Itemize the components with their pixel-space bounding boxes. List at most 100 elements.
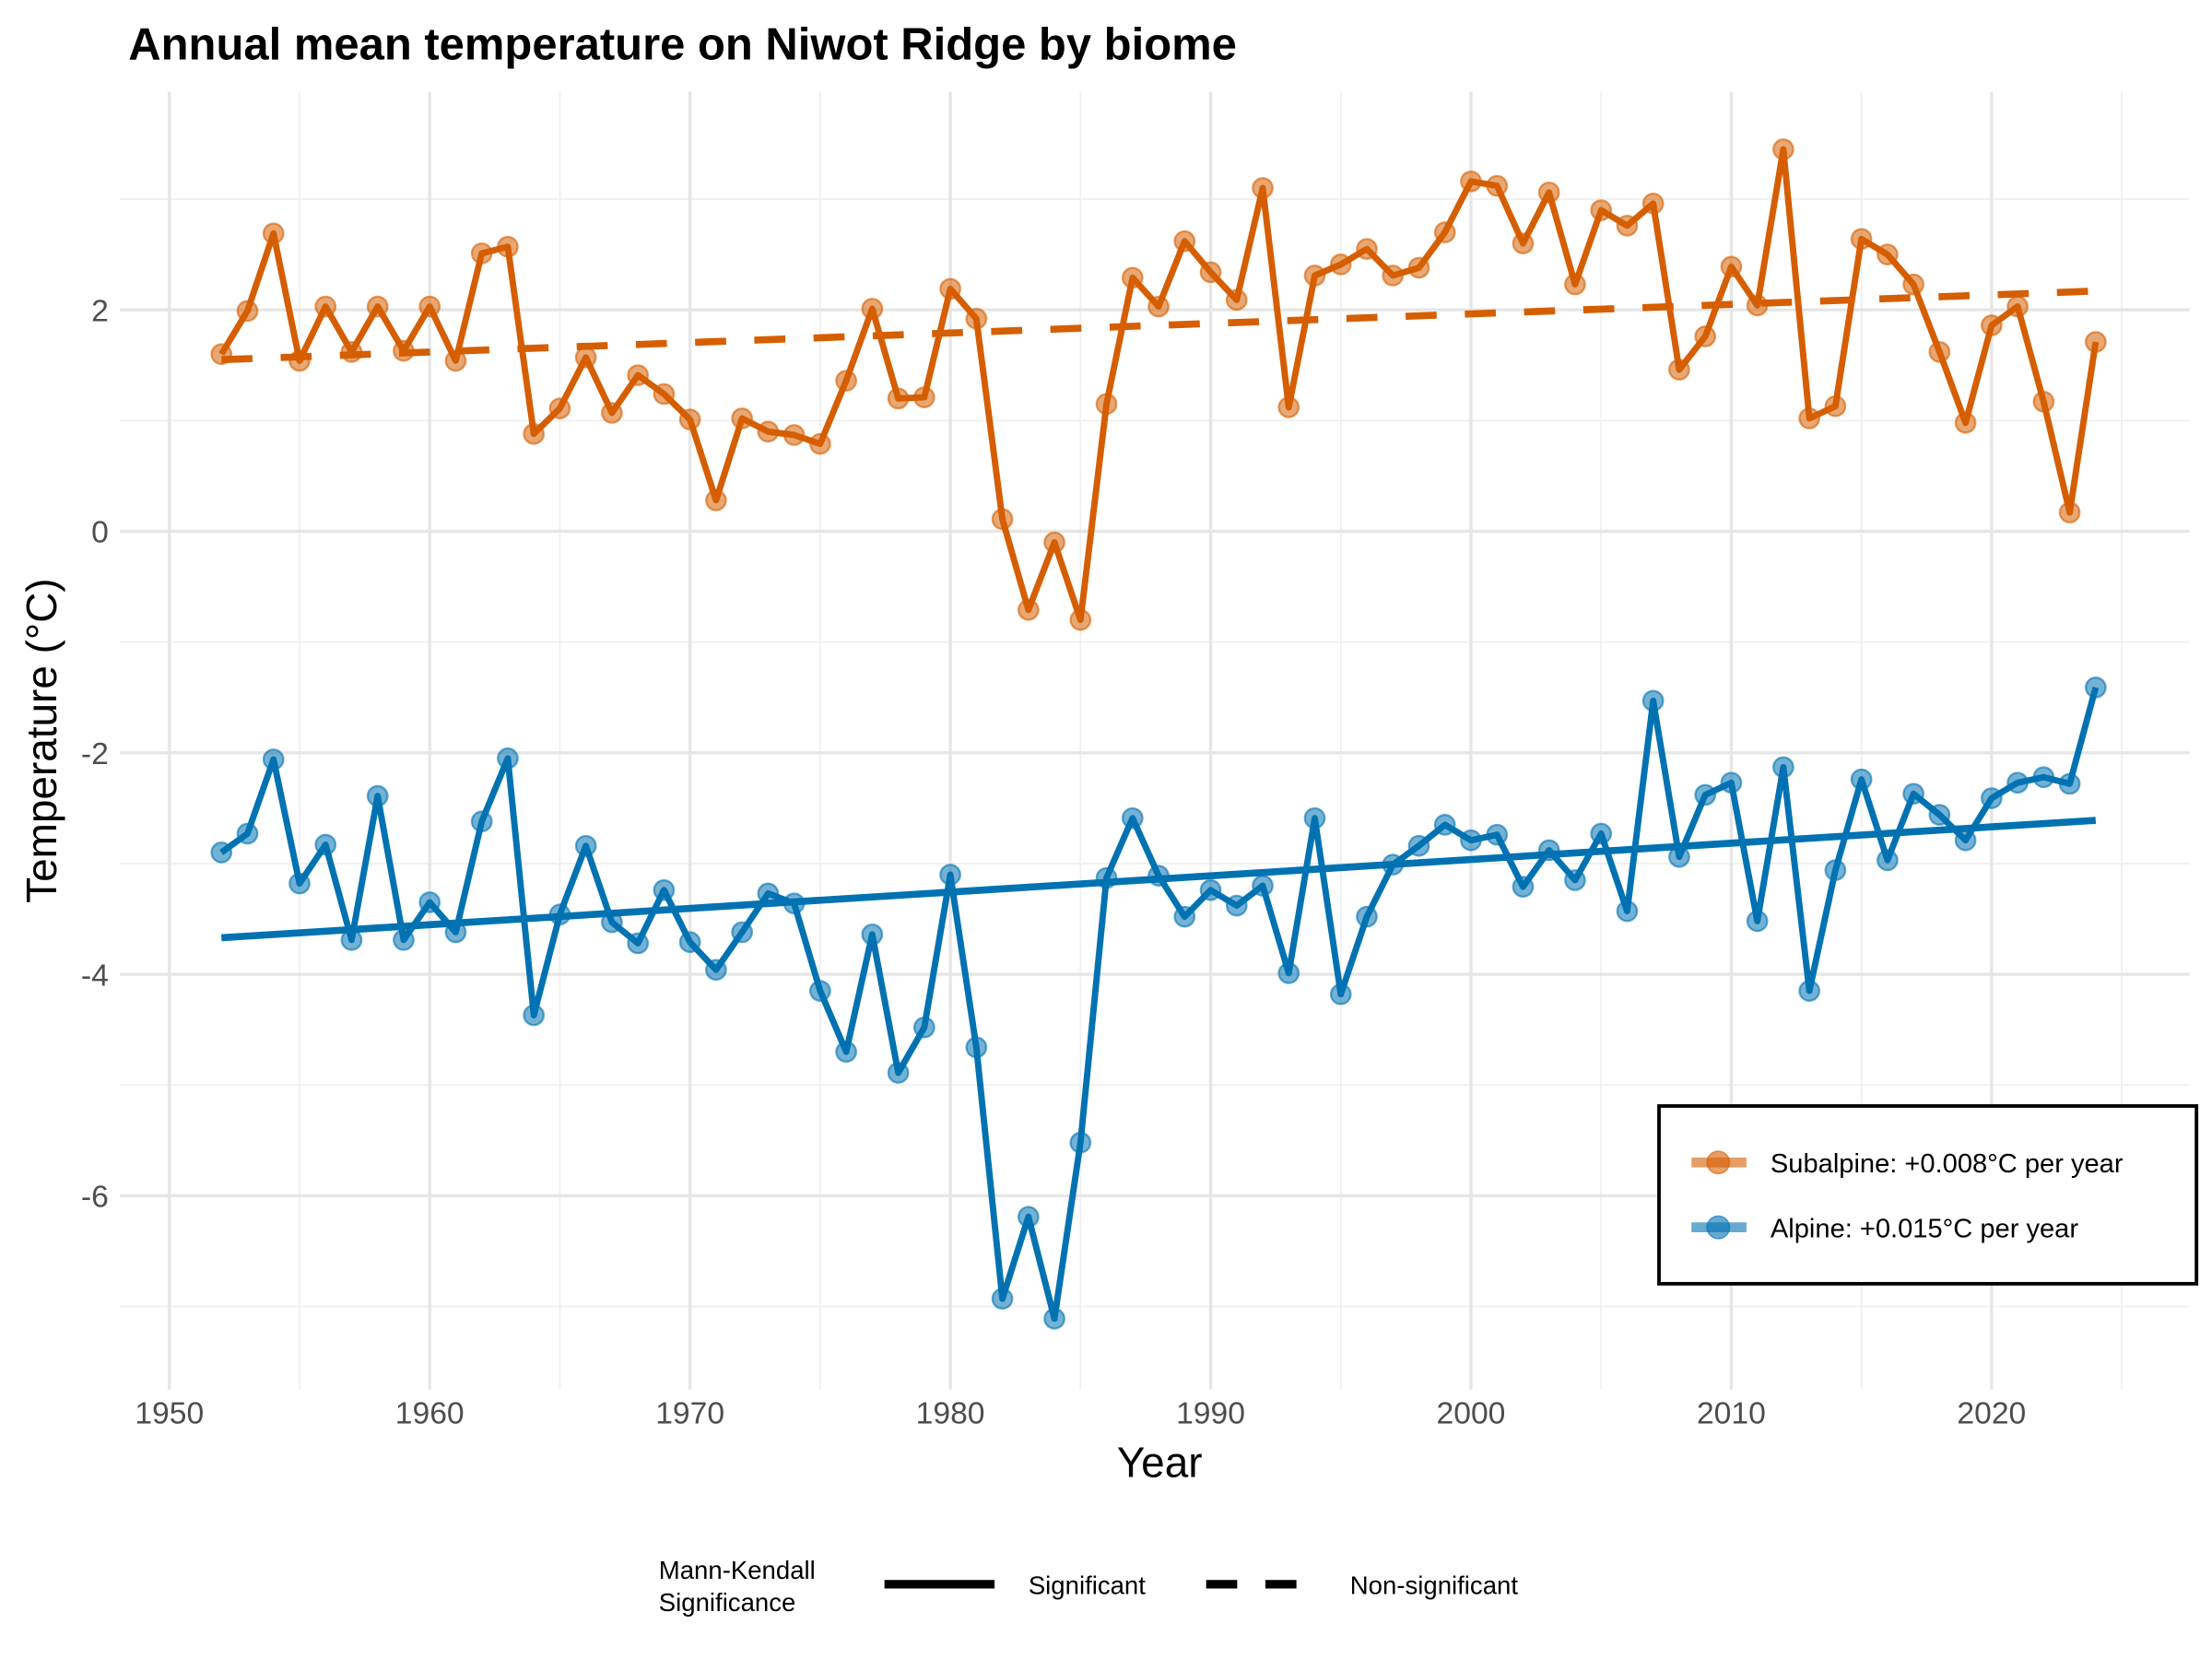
alpine-data-point — [887, 1062, 910, 1084]
subalpine-data-point — [2006, 295, 2029, 318]
alpine-data-point — [1486, 823, 1509, 846]
subalpine-data-point — [1252, 177, 1274, 199]
alpine-data-point — [1043, 1307, 1065, 1330]
alpine-data-point — [1590, 822, 1613, 845]
subalpine-data-point — [887, 387, 910, 410]
subalpine-data-point — [1356, 238, 1378, 260]
subalpine-data-point — [210, 343, 233, 366]
y-tick-label: -6 — [81, 1181, 109, 1215]
subalpine-data-point — [236, 300, 259, 323]
alpine-data-point — [2084, 677, 2107, 699]
subalpine-data-point — [1746, 294, 1769, 317]
subalpine-data-point — [366, 295, 389, 318]
subalpine-data-point — [1069, 608, 1092, 631]
subalpine-data-point — [1824, 394, 1847, 418]
alpine-data-point — [418, 891, 441, 913]
y-tick-label: -4 — [81, 959, 109, 993]
legend-label-significant: Significant — [1029, 1571, 1146, 1600]
alpine-data-point — [2032, 766, 2055, 789]
alpine-data-point — [366, 784, 389, 807]
y-tick-label: 2 — [91, 294, 109, 328]
subalpine-trend-line — [221, 287, 2096, 364]
subalpine-data-point — [497, 235, 519, 258]
subalpine-data-point — [1564, 273, 1586, 296]
alpine-data-point — [601, 911, 623, 934]
alpine-data-point — [340, 928, 363, 951]
subalpine-data-point — [965, 307, 988, 330]
alpine-data-point — [1199, 878, 1222, 901]
subalpine-data-point — [1512, 232, 1535, 254]
alpine-data-point — [835, 1041, 857, 1064]
subalpine-data-point — [1460, 170, 1482, 193]
subalpine-data-point — [809, 432, 831, 455]
alpine-data-point — [2006, 771, 2029, 794]
x-tick-label: 1990 — [1176, 1396, 1245, 1430]
subalpine-data-point — [757, 420, 780, 443]
alpine-data-point — [1460, 829, 1482, 852]
subalpine-data-point — [1850, 228, 1873, 251]
x-tick-label: 2010 — [1697, 1396, 1766, 1430]
subalpine-data-point — [1147, 295, 1170, 318]
alpine-data-point — [757, 882, 780, 905]
alpine-data-point — [1798, 980, 1821, 1002]
alpine-data-point — [731, 921, 753, 944]
subalpine-data-point — [470, 242, 493, 265]
subalpine-data-point — [1277, 396, 1300, 418]
subalpine-data-point — [1980, 314, 2003, 336]
subalpine-data-point — [861, 298, 884, 320]
subalpine-data-point — [1225, 288, 1248, 312]
subalpine-data-point — [1694, 325, 1717, 347]
subalpine-data-point — [1407, 256, 1430, 279]
subalpine-data-point — [1043, 531, 1065, 554]
alpine-data-point — [1616, 900, 1639, 923]
alpine-data-point — [2058, 772, 2081, 795]
x-axis-label: Year — [1117, 1439, 1203, 1487]
alpine-data-point — [288, 872, 311, 895]
alpine-data-point — [1095, 866, 1118, 889]
subalpine-data-point — [653, 382, 676, 406]
alpine-data-point — [1954, 829, 1977, 852]
subalpine-data-point — [782, 424, 806, 446]
x-tick-label: 1960 — [395, 1396, 465, 1430]
subalpine-data-point — [262, 222, 285, 245]
legend-label-alpine: Alpine: +0.015°C per year — [1771, 1214, 2078, 1243]
alpine-data-point — [1537, 839, 1560, 862]
subalpine-data-point — [1928, 340, 1951, 363]
subalpine-data-point — [314, 295, 337, 318]
subalpine-data-point — [601, 402, 623, 424]
subalpine-data-point — [1641, 192, 1665, 215]
alpine-data-point — [497, 747, 519, 770]
alpine-data-point — [782, 892, 806, 915]
subalpine-data-point — [731, 407, 753, 429]
significance-legend-title-line2: Significance — [659, 1588, 796, 1617]
alpine-data-point — [1694, 783, 1717, 806]
alpine-data-point — [705, 959, 727, 982]
alpine-data-point — [1564, 869, 1586, 891]
x-tick-label: 2020 — [1957, 1396, 2026, 1430]
alpine-data-point — [1720, 771, 1743, 794]
significance-legend: Mann-Kendall Significance Significant No… — [659, 1556, 1519, 1617]
subalpine-data-point — [548, 397, 571, 419]
series-group — [210, 138, 2107, 1330]
subalpine-data-point — [705, 488, 727, 512]
subalpine-data-point — [418, 295, 441, 318]
subalpine-data-point — [991, 508, 1014, 531]
y-tick-label: 0 — [91, 516, 109, 550]
subalpine-data-point — [1329, 253, 1352, 276]
subalpine-data-point — [1902, 273, 1924, 296]
alpine-data-point — [1850, 768, 1873, 791]
significance-legend-title-line1: Mann-Kendall — [659, 1556, 816, 1584]
subalpine-data-point — [444, 349, 467, 372]
x-tick-label: 2000 — [1437, 1396, 1506, 1430]
legend-label-non-significant: Non-significant — [1350, 1571, 1519, 1600]
alpine-data-point — [861, 923, 884, 946]
alpine-data-point — [1382, 853, 1405, 877]
alpine-data-point — [1902, 782, 1924, 806]
subalpine-data-point — [393, 339, 415, 362]
alpine-data-point — [1017, 1206, 1040, 1229]
alpine-data-point — [939, 864, 961, 886]
subalpine-data-point — [1199, 261, 1222, 284]
subalpine-data-point — [2032, 391, 2055, 413]
subalpine-data-point — [1537, 181, 1560, 204]
